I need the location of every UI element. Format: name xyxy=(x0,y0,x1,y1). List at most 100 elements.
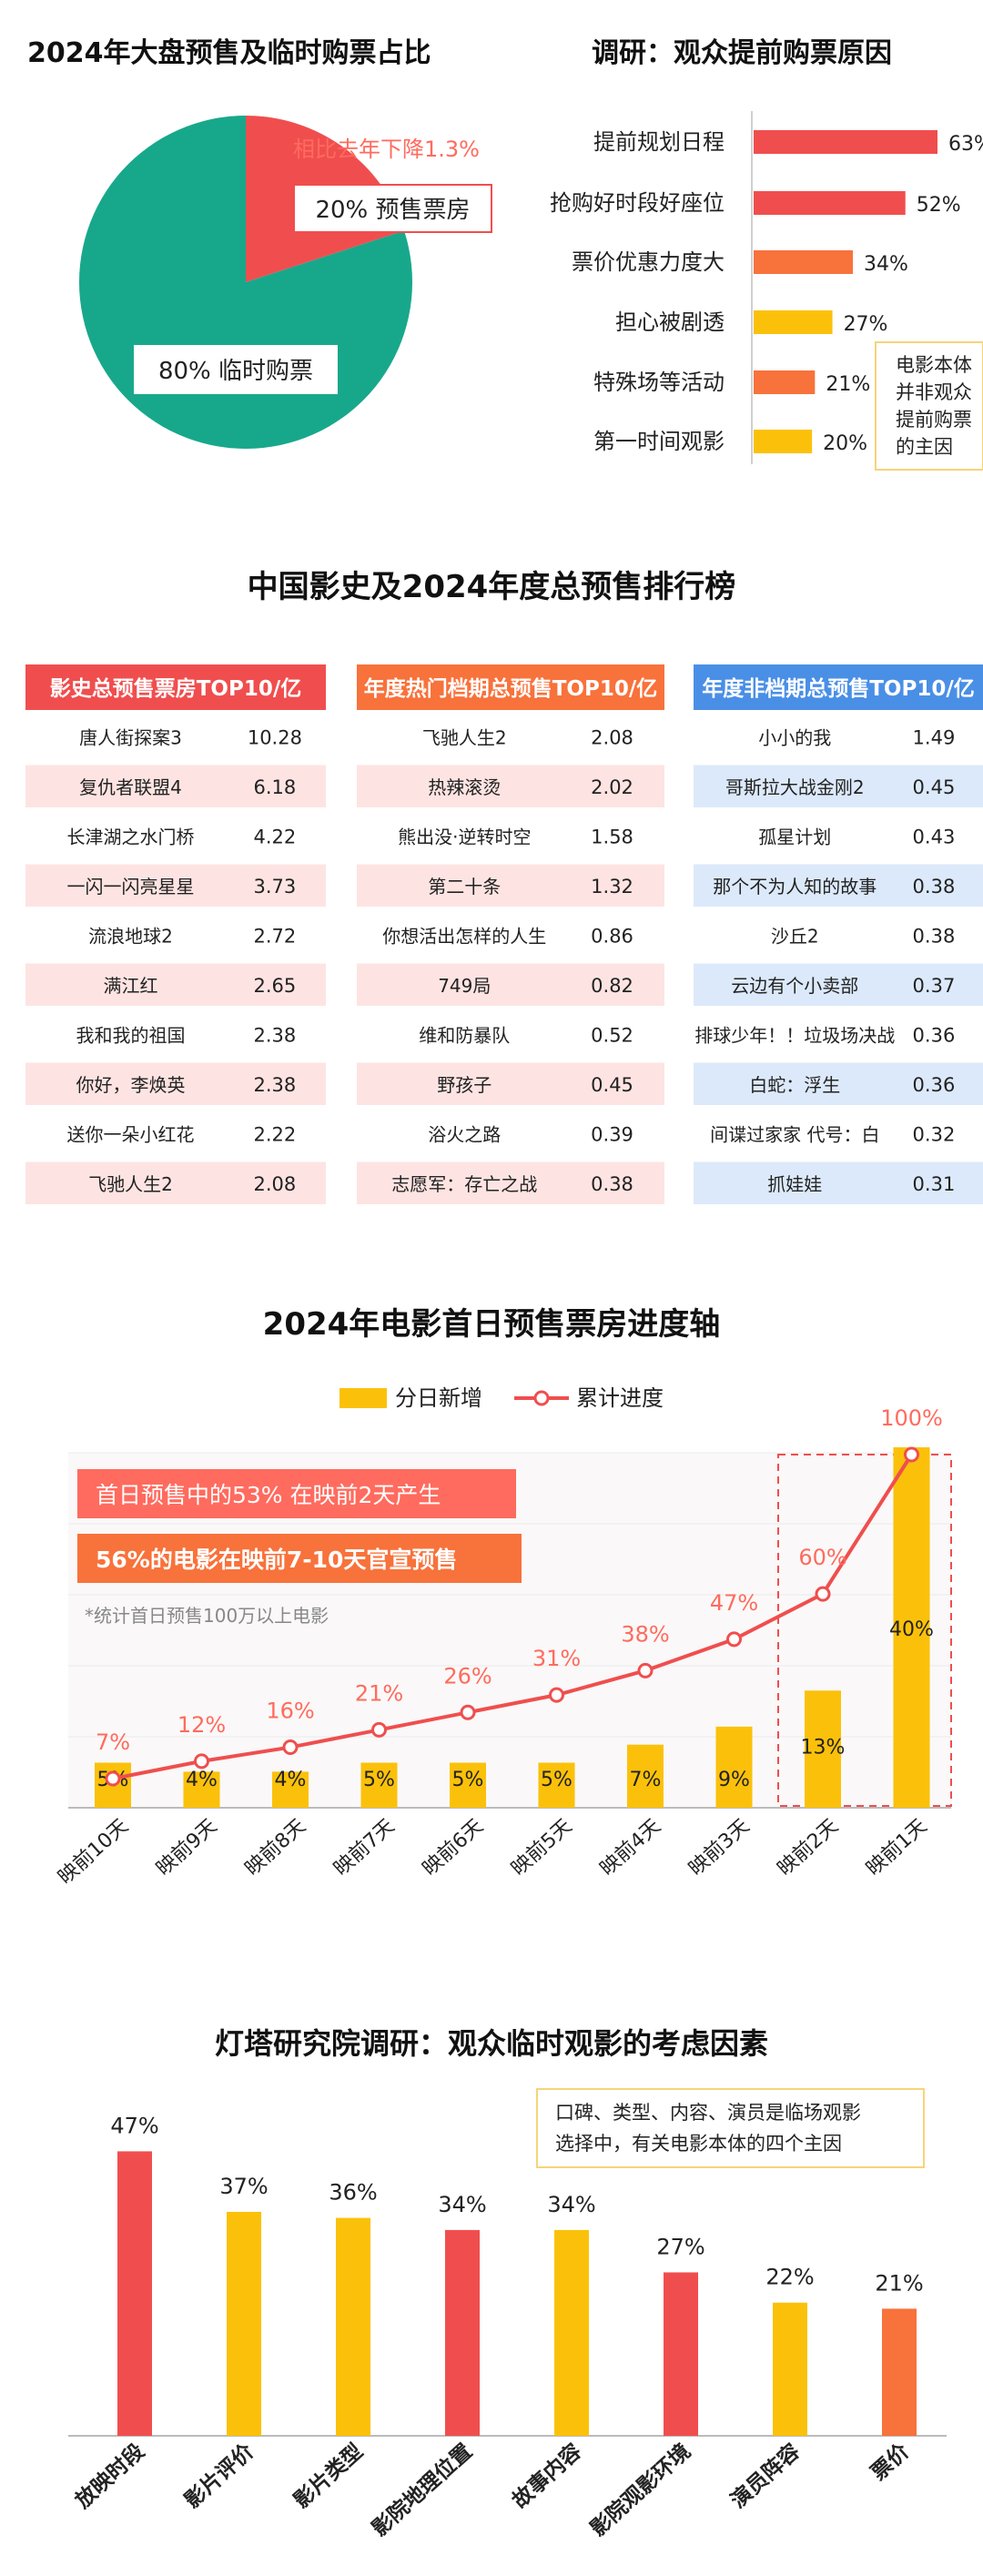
table-cell-name: 我和我的祖国 xyxy=(76,1024,186,1046)
chart-title: 中国影史及2024年度总预售排行榜 xyxy=(248,569,736,605)
note-line: 提前购票 xyxy=(896,409,972,431)
bar xyxy=(554,2229,589,2436)
pie-value-label: 80% 临时购票 xyxy=(158,358,313,385)
table-cell-name: 第二十条 xyxy=(428,876,501,898)
category-label: 提前规划日程 xyxy=(593,129,725,155)
bar xyxy=(664,2272,698,2436)
pie-value-label: 20% 预售票房 xyxy=(315,197,470,224)
row-band xyxy=(357,963,664,1006)
bar xyxy=(882,2308,917,2436)
bar xyxy=(773,2302,807,2436)
value-label: 34% xyxy=(864,253,908,276)
table-cell-name: 孤星计划 xyxy=(758,826,831,847)
table-cell-value: 2.72 xyxy=(254,925,297,947)
bar-value-label: 4% xyxy=(186,1769,218,1791)
table-cell-value: 2.02 xyxy=(591,776,633,798)
table-cell-value: 0.37 xyxy=(913,975,956,997)
category-label: 映前5天 xyxy=(507,1815,576,1881)
table-header xyxy=(25,664,326,710)
line-point xyxy=(194,1753,209,1770)
category-label: 映前6天 xyxy=(419,1815,488,1881)
table-cell-name: 白蛇：浮生 xyxy=(749,1074,840,1096)
table-cell-name: 你好，李焕英 xyxy=(76,1074,186,1096)
annotation-banner xyxy=(77,1469,516,1518)
line-value-label: 26% xyxy=(443,1663,492,1689)
chart-title: 调研：观众提前购票原因 xyxy=(592,37,892,69)
bar-value-label: 36% xyxy=(329,2180,377,2206)
table-cell-value: 1.58 xyxy=(591,826,633,847)
table-cell-name: 长津湖之水门桥 xyxy=(67,826,195,847)
row-band xyxy=(357,1161,664,1204)
chart-title: 灯塔研究院调研：观众临时观影的考虑因素 xyxy=(215,2026,768,2061)
line-point xyxy=(904,1446,919,1463)
annotation-text: 56%的电影在映前7-10天官宣预售 xyxy=(96,1547,457,1573)
category-label: 映前9天 xyxy=(152,1815,221,1881)
table-cell-name: 哥斯拉大战金刚2 xyxy=(725,776,865,798)
table-cell-value: 0.32 xyxy=(913,1123,956,1145)
category-label: 影片评价 xyxy=(180,2439,259,2513)
bar-value-label: 40% xyxy=(889,1618,934,1641)
category-label: 放映时段 xyxy=(70,2439,149,2513)
table-cell-value: 2.08 xyxy=(254,1173,297,1195)
table-cell-name: 飞驰人生2 xyxy=(422,726,507,748)
table-cell-value: 6.18 xyxy=(254,776,297,798)
pie-label-box xyxy=(134,345,338,394)
table-cell-value: 3.73 xyxy=(254,876,297,898)
table-cell-value: 2.38 xyxy=(254,1074,297,1096)
line-point xyxy=(549,1687,564,1703)
chart-title: 2024年大盘预售及临时购票占比 xyxy=(27,37,431,69)
line-value-label: 21% xyxy=(355,1680,403,1706)
legend-marker xyxy=(533,1390,550,1406)
walkin-factors-chart: 灯塔研究院调研：观众临时观影的考虑因素口碑、类型、内容、演员是临场观影选择中，有… xyxy=(68,2026,947,2541)
line-point xyxy=(460,1704,476,1720)
table-cell-value: 0.39 xyxy=(591,1123,633,1145)
category-label: 映前1天 xyxy=(862,1815,931,1881)
value-label: 52% xyxy=(917,194,961,217)
table-cell-value: 10.28 xyxy=(248,726,302,748)
note-line: 选择中，有关电影本体的四个主因 xyxy=(555,2133,842,2155)
bar-value-label: 47% xyxy=(110,2113,158,2138)
row-band xyxy=(694,765,983,807)
line-point xyxy=(371,1721,387,1738)
bar xyxy=(360,1762,398,1808)
table-cell-value: 0.38 xyxy=(913,925,956,947)
category-label: 影片类型 xyxy=(289,2439,368,2513)
category-label: 第一时间观影 xyxy=(593,429,725,454)
line-value-label: 7% xyxy=(96,1729,130,1755)
line-value-label: 12% xyxy=(177,1712,226,1738)
highlight-box xyxy=(777,1454,952,1807)
table-cell-name: 唐人街探案3 xyxy=(79,726,182,748)
row-band xyxy=(357,864,664,907)
table-cell-name: 熊出没·逆转时空 xyxy=(398,826,531,847)
bar-value-label: 22% xyxy=(765,2265,814,2290)
table-cell-name: 流浪地球2 xyxy=(88,925,173,947)
line-value-label: 60% xyxy=(798,1545,846,1570)
line-value-label: 31% xyxy=(532,1646,581,1671)
row-band xyxy=(357,765,664,807)
bar-value-label: 5% xyxy=(452,1769,484,1791)
table-cell-name: 云边有个小卖部 xyxy=(731,975,858,997)
category-label: 映前7天 xyxy=(329,1815,399,1881)
table-cell-value: 4.22 xyxy=(254,826,297,847)
table-cell-value: 2.65 xyxy=(254,975,297,997)
table-cell-name: 飞驰人生2 xyxy=(88,1173,173,1195)
value-label: 20% xyxy=(823,432,867,455)
line-value-label: 47% xyxy=(710,1590,758,1616)
table-header xyxy=(357,664,664,710)
pie-annotation: 相比去年下降1.3% xyxy=(293,137,480,162)
bar-value-label: 4% xyxy=(275,1769,307,1791)
annotation-text: 首日预售中的53% 在映前2天产生 xyxy=(96,1482,441,1508)
bar xyxy=(754,191,906,215)
bar xyxy=(893,1447,930,1808)
line-point xyxy=(815,1586,831,1602)
table-header-label: 影史总预售票房TOP10/亿 xyxy=(50,676,302,701)
bar xyxy=(538,1762,575,1808)
bar-value-label: 21% xyxy=(875,2270,923,2296)
annotation-footnote: *统计首日预售100万以上电影 xyxy=(85,1605,329,1627)
row-band xyxy=(25,765,326,807)
table-cell-name: 野孩子 xyxy=(437,1074,492,1096)
bar xyxy=(627,1744,664,1808)
table-cell-name: 你想活出怎样的人生 xyxy=(382,925,546,947)
